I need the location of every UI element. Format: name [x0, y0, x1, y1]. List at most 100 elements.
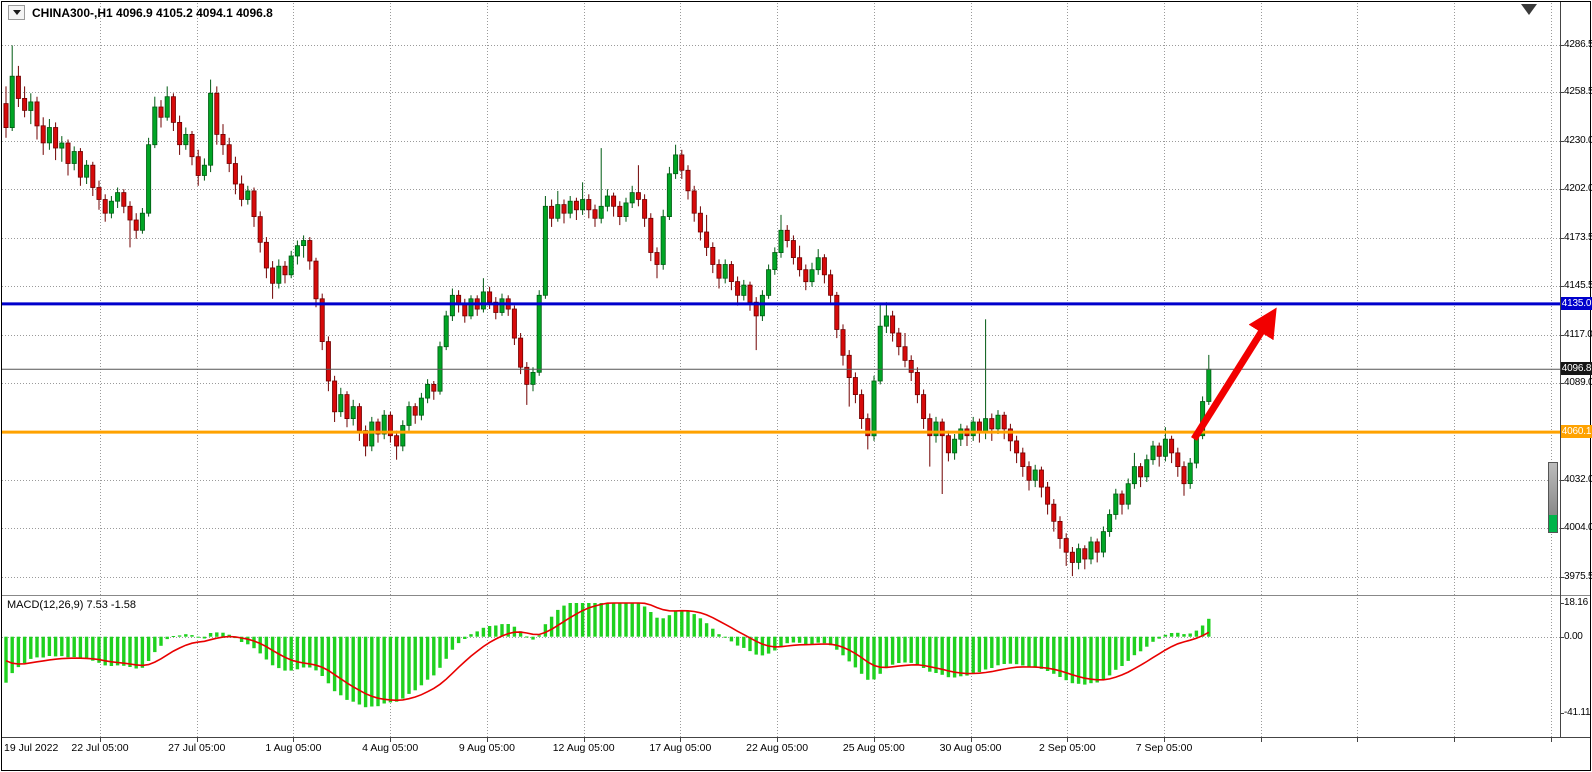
macd-bar — [41, 636, 45, 658]
candle-body — [611, 195, 617, 207]
macd-bar — [444, 636, 448, 659]
macd-bar — [177, 635, 182, 637]
time-scale[interactable]: 19 Jul 2022 22 Jul 05:00 27 Jul 05:00 1 Aug… — [0, 738, 1592, 772]
macd-bar — [748, 636, 752, 652]
candle-body — [301, 240, 307, 246]
macd-bar — [618, 603, 622, 637]
candle-body — [598, 205, 604, 219]
macd-bar — [239, 636, 244, 642]
macd-bar — [822, 636, 827, 644]
candle-body — [642, 199, 648, 219]
macd-bar — [828, 636, 833, 646]
macd-bar — [196, 636, 200, 638]
candle-body — [325, 341, 331, 382]
candle-body — [28, 101, 34, 111]
macd-bar — [419, 636, 424, 686]
symbol-dropdown-icon[interactable] — [8, 5, 25, 20]
macd-bar — [463, 636, 467, 639]
time-axis-label: 9 Aug 05:00 — [458, 742, 515, 754]
candle-body — [245, 190, 251, 200]
macd-bar — [835, 636, 839, 650]
macd-bar — [1151, 636, 1155, 642]
macd-bar — [735, 636, 740, 646]
macd-bar — [990, 636, 994, 668]
candle-body — [1082, 548, 1088, 560]
macd-bar — [159, 636, 163, 646]
macd-bar — [376, 636, 380, 707]
macd-bar — [518, 631, 523, 637]
scrollbar-thumb[interactable] — [1548, 462, 1558, 533]
candle-body — [1100, 531, 1106, 553]
trend-arrow[interactable] — [1191, 307, 1277, 441]
macd-bar — [779, 636, 783, 646]
macd-bar — [593, 603, 597, 637]
macd-bar — [289, 636, 293, 671]
macd-bar — [661, 618, 665, 637]
candle-body — [1057, 521, 1063, 539]
macd-bar — [859, 636, 864, 674]
macd-bar — [146, 636, 151, 661]
candle-body — [945, 435, 951, 454]
macd-bar — [277, 636, 281, 669]
candle-body — [939, 421, 945, 437]
candle-body — [542, 205, 548, 296]
time-axis-label: 27 Jul 05:00 — [168, 742, 226, 754]
price-scale[interactable]: 4286.5 4258.5 4230.0 4202.0 4173.5 4145.5 4117… — [1560, 0, 1592, 737]
candle-body — [592, 209, 598, 219]
candle-body — [995, 414, 1001, 430]
macd-bar — [940, 636, 944, 675]
candle-body — [821, 257, 827, 276]
macd-bar — [221, 632, 225, 637]
macd-bar — [29, 636, 33, 659]
candle-body — [344, 394, 350, 420]
candle-body — [555, 204, 561, 219]
macd-bar — [952, 636, 957, 678]
candle-body — [226, 144, 232, 164]
time-axis-label: 2 Sep 05:00 — [1038, 742, 1096, 754]
candle-body — [462, 303, 468, 317]
macd-bar — [258, 636, 262, 654]
macd-bar — [580, 603, 585, 637]
candle-body — [338, 394, 344, 413]
price-axis-label: 4145.5 — [1564, 279, 1592, 291]
candle-body — [778, 229, 784, 254]
macd-bar — [605, 603, 610, 637]
candle-body — [580, 199, 586, 211]
macd-bar — [791, 636, 796, 643]
candle-body — [896, 332, 902, 348]
candle-body — [170, 96, 176, 123]
macd-bar — [1101, 636, 1106, 680]
macd-bar — [723, 636, 727, 638]
candle-body — [3, 103, 9, 128]
macd-bar — [1058, 636, 1062, 677]
candle-body — [809, 269, 815, 283]
candle-body — [784, 229, 790, 242]
candle-body — [728, 264, 734, 283]
candle-body — [263, 241, 269, 269]
macd-bar — [487, 626, 492, 637]
macd-bar — [91, 636, 95, 661]
candle-body — [208, 92, 214, 166]
candle-body — [536, 294, 542, 373]
macd-bar — [1132, 636, 1137, 656]
macd-bar — [897, 636, 901, 663]
candle-body — [257, 216, 263, 243]
candle-body — [970, 421, 976, 437]
candle-body — [71, 151, 77, 164]
chart-shift-marker-icon[interactable] — [1521, 4, 1537, 15]
price-axis-label: 4089.0 — [1564, 376, 1592, 388]
candle-body — [394, 435, 400, 447]
price-axis-label: 4286.5 — [1564, 38, 1592, 50]
macd-bar — [946, 636, 951, 678]
macd-bar — [314, 636, 318, 671]
candle-body — [146, 144, 152, 214]
macd-bar — [494, 625, 498, 637]
time-axis-label: 7 Sep 05:00 — [1135, 742, 1193, 754]
macd-bar — [934, 636, 938, 673]
macd-bar — [109, 636, 114, 666]
macd-bar — [84, 636, 89, 659]
macd-bar — [72, 636, 76, 657]
